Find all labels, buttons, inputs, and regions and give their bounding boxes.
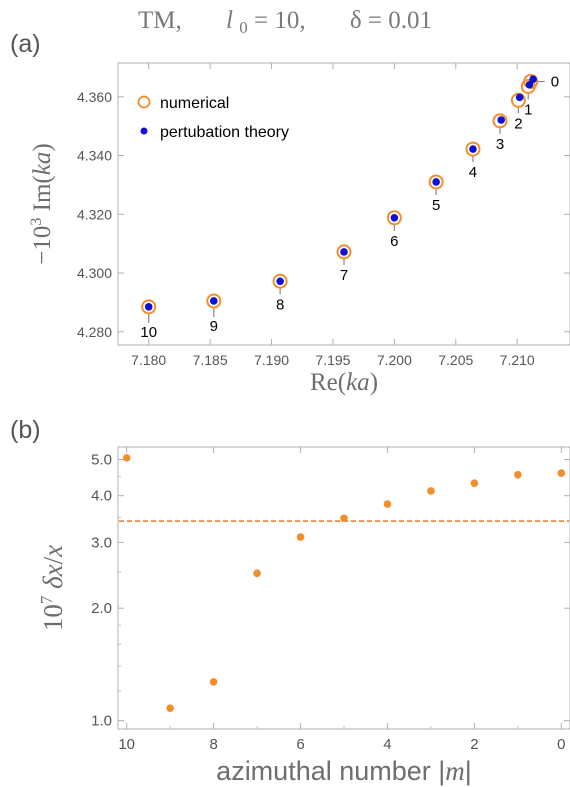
relative-error-point — [253, 569, 261, 578]
point-label: 8 — [276, 296, 284, 313]
y-tick-label-b: 3.0 — [91, 534, 112, 551]
title-l-symbol: l — [226, 7, 233, 34]
perturbation-point — [525, 80, 534, 89]
relative-error-point — [166, 704, 174, 712]
y-tick-label-b: 2.0 — [91, 600, 112, 617]
legend-perturbation-label: pertubation theory — [160, 124, 289, 141]
axis-ticks-a — [118, 63, 570, 345]
legend-numerical-marker — [137, 95, 151, 109]
x-tick-labels-a: 7.180 7.185 7.190 7.195 7.200 7.205 7.210 — [131, 352, 535, 368]
x-tick-label-a: 7.185 — [193, 352, 228, 368]
title-delta: δ = 0.01 — [350, 7, 432, 34]
point-label: 2 — [514, 115, 522, 132]
point-label: 3 — [496, 136, 504, 153]
numerical-point — [386, 210, 402, 226]
y-tick-labels-b: 1.0 2.0 3.0 4.0 5.0 — [91, 451, 112, 729]
numerical-point — [272, 273, 288, 289]
plot-frame-b — [117, 446, 570, 730]
perturbation-point — [210, 297, 218, 305]
y-tick-label-a: 4.300 — [77, 265, 112, 281]
y-tick-label-a: 4.360 — [77, 89, 112, 105]
panel-b-label: (b) — [10, 416, 41, 444]
legend-perturbation-marker — [140, 127, 148, 135]
x-tick-labels-b: 10 8 6 4 2 0 — [118, 736, 565, 753]
point-label: 9 — [210, 318, 218, 335]
y-tick-label-b: 1.0 — [91, 713, 112, 730]
panel-a-label: (a) — [10, 30, 41, 58]
x-tick-label-a: 7.200 — [377, 352, 412, 368]
y-axis-label-a: −103 Im(ka) — [28, 143, 56, 264]
numerical-point — [336, 244, 352, 260]
title-l-value: = 10, — [254, 7, 306, 34]
relative-error-point — [296, 533, 305, 541]
numerical-point — [492, 113, 508, 129]
x-tick-label-b: 6 — [296, 736, 304, 753]
perturbation-point — [497, 116, 506, 124]
x-tick-label-b: 10 — [118, 736, 135, 753]
perturbation-point — [432, 178, 440, 186]
x-tick-label-a: 7.180 — [131, 352, 166, 368]
y-tick-label-a: 4.280 — [77, 324, 112, 340]
title-mode: TM, — [138, 7, 182, 34]
relative-error-point — [427, 487, 435, 495]
perturbation-point — [529, 75, 537, 83]
point-label: 1 — [524, 102, 532, 119]
plot-frame-a — [117, 62, 570, 346]
x-tick-label-b: 2 — [470, 736, 478, 753]
x-tick-label-a: 7.195 — [315, 352, 350, 368]
numerical-point — [206, 293, 222, 309]
perturbation-point — [469, 145, 477, 153]
relative-error-point — [383, 500, 392, 508]
figure-title: TM, l 0 = 10, δ = 0.01 — [138, 7, 432, 39]
point-label: 6 — [390, 233, 398, 250]
x-tick-label-a: 7.205 — [438, 352, 473, 368]
x-tick-label-b: 4 — [383, 736, 391, 753]
relative-error-point — [514, 470, 522, 479]
y-axis-label-b: 107 δx/x — [37, 545, 68, 631]
y-tick-label-a: 4.340 — [77, 148, 112, 164]
y-tick-labels-a: 4.280 4.300 4.320 4.340 4.360 — [77, 89, 112, 340]
numerical-point — [465, 141, 481, 157]
chart-panel-a: 7.180 7.185 7.190 7.195 7.200 7.205 7.210 4.28… — [28, 62, 570, 396]
relative-error-point — [122, 454, 131, 462]
legend: numerical pertubation theory — [137, 95, 289, 141]
point-label: 7 — [340, 267, 348, 284]
point-label: 10 — [140, 324, 157, 341]
x-tick-label-a: 7.190 — [254, 352, 289, 368]
perturbation-point — [340, 248, 348, 256]
relative-error-markers — [122, 454, 566, 712]
relative-error-point — [470, 479, 479, 488]
perturbation-point — [515, 93, 524, 102]
y-tick-label-a: 4.320 — [77, 206, 112, 222]
point-label: 5 — [432, 197, 440, 214]
x-tick-label-b: 8 — [209, 736, 217, 753]
y-tick-label-b: 4.0 — [91, 488, 112, 505]
numerical-point — [428, 174, 444, 190]
perturbation-point — [144, 303, 153, 311]
point-label: 0 — [551, 74, 559, 91]
relative-error-point — [557, 469, 566, 477]
point-label: 4 — [469, 164, 477, 181]
relative-error-point — [209, 678, 218, 686]
point-label-leaders — [148, 80, 545, 323]
x-tick-label-b: 0 — [557, 736, 565, 753]
chart-panel-b: 10 8 6 4 2 0 1.0 2.0 3.0 4.0 5.0 azimuthal number… — [37, 446, 570, 786]
relative-error-point — [340, 514, 348, 523]
legend-numerical-label: numerical — [160, 95, 229, 112]
perturbation-markers — [144, 75, 537, 311]
x-axis-label-b: azimuthal number |m| — [216, 756, 472, 786]
x-axis-label-a: Re(ka) — [310, 369, 378, 396]
perturbation-point — [276, 277, 284, 286]
perturbation-point — [390, 214, 399, 222]
y-tick-label-b: 5.0 — [91, 451, 112, 468]
title-l-subscript: 0 — [239, 18, 248, 37]
numerical-point — [141, 299, 157, 315]
axis-ticks-b — [118, 447, 570, 729]
x-tick-label-a: 7.210 — [500, 352, 535, 368]
